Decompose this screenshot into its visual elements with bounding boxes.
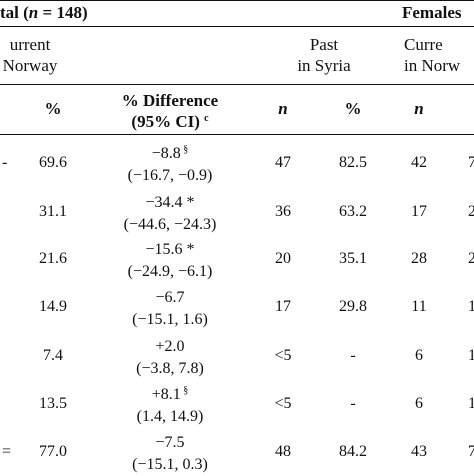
confidence-interval: (1.4, 14.9) — [136, 408, 204, 425]
confidence-interval: (−16.7, −0.9) — [127, 167, 213, 184]
n-cell: <5 — [274, 347, 292, 364]
significance-marker: § — [180, 385, 189, 396]
current-norway-header-females: Curre in Norw — [404, 35, 461, 75]
n2-column-header: n — [414, 99, 424, 118]
difference-value: −8.8 — [151, 145, 181, 162]
difference-cell: +2.0 (−3.8, 7.8) — [136, 336, 204, 380]
pct2-cell: 84.2 — [339, 443, 367, 460]
n-cell: 20 — [275, 250, 291, 267]
n2-cell: 43 — [411, 443, 427, 460]
confidence-interval: (−24.9, −6.1) — [127, 263, 213, 280]
difference-value: +8.1 — [151, 386, 181, 403]
females-header: Females — [402, 3, 462, 22]
pct2-cell: 35.1 — [339, 250, 367, 267]
header-rule-3 — [0, 134, 474, 135]
cut-off-cell: 2 — [468, 203, 474, 220]
n-cell: 36 — [275, 203, 291, 220]
pct2-cell: - — [350, 395, 356, 412]
confidence-interval: (−15.1, 1.6) — [132, 311, 208, 328]
diff-column-header: % Difference (95% CI) c — [121, 91, 219, 131]
n-cell: <5 — [274, 395, 292, 412]
n2-cell: 42 — [411, 154, 427, 171]
difference-cell: −15.6 * (−24.9, −6.1) — [128, 239, 213, 283]
cut-off-cell: 1 — [468, 347, 474, 364]
confidence-interval: (−44.6, −24.3) — [123, 216, 217, 233]
n2-cell: 6 — [415, 347, 423, 364]
significance-marker: § — [180, 144, 189, 155]
pct-cell: 14.9 — [39, 298, 67, 315]
n-cell: 17 — [275, 298, 291, 315]
difference-cell: −7.5 (−15.1, 0.3) — [132, 432, 208, 476]
row-edge-mark: - — [2, 154, 8, 171]
pct2-cell: 82.5 — [339, 154, 367, 171]
difference-value: −34.4 * — [145, 194, 195, 211]
confidence-interval: (−15.1, 0.3) — [132, 456, 208, 473]
n-cell: 47 — [275, 154, 291, 171]
cut-off-cell: 7 — [468, 443, 474, 460]
row-edge-mark: = — [2, 443, 12, 460]
n2-cell: 6 — [415, 395, 423, 412]
cut-off-cell: 7 — [468, 154, 474, 171]
header-rule-2 — [0, 84, 474, 85]
past-syria-header: Past in Syria — [297, 35, 351, 75]
pct-cell: 31.1 — [39, 203, 67, 220]
cut-off-cell: 2 — [468, 250, 474, 267]
pct-cell: 77.0 — [39, 443, 67, 460]
difference-value: −7.5 — [155, 434, 185, 451]
total-header: tal (n = 148) — [0, 3, 88, 22]
header-rule-1 — [0, 26, 474, 27]
pct-cell: 7.4 — [43, 347, 63, 364]
n-cell: 48 — [275, 443, 291, 460]
difference-value: +2.0 — [155, 338, 185, 355]
pct-cell: 13.5 — [39, 395, 67, 412]
pct2-cell: 29.8 — [339, 298, 367, 315]
pct2-cell: - — [350, 347, 356, 364]
difference-cell: +8.1 § (1.4, 14.9) — [137, 384, 204, 428]
n2-cell: 17 — [411, 203, 427, 220]
pct-column-header: % — [44, 99, 62, 118]
pct2-cell: 63.2 — [339, 203, 367, 220]
current-norway-header: urrent Norway — [2, 35, 58, 75]
pct2-column-header: % — [344, 99, 362, 118]
difference-value: −6.7 — [155, 289, 185, 306]
n2-cell: 28 — [411, 250, 427, 267]
n-column-header: n — [278, 99, 288, 118]
difference-value: −15.6 * — [145, 241, 195, 258]
table-top-rule — [0, 0, 474, 1]
cut-off-cell: 1 — [468, 298, 474, 315]
difference-cell: −6.7 (−15.1, 1.6) — [132, 287, 208, 331]
difference-cell: −8.8 § (−16.7, −0.9) — [128, 143, 213, 187]
confidence-interval: (−3.8, 7.8) — [136, 360, 204, 377]
pct-cell: 21.6 — [39, 250, 67, 267]
difference-cell: −34.4 * (−44.6, −24.3) — [124, 192, 217, 236]
cut-off-cell: 1 — [468, 395, 474, 412]
n2-cell: 11 — [411, 298, 427, 315]
pct-cell: 69.6 — [39, 154, 67, 171]
